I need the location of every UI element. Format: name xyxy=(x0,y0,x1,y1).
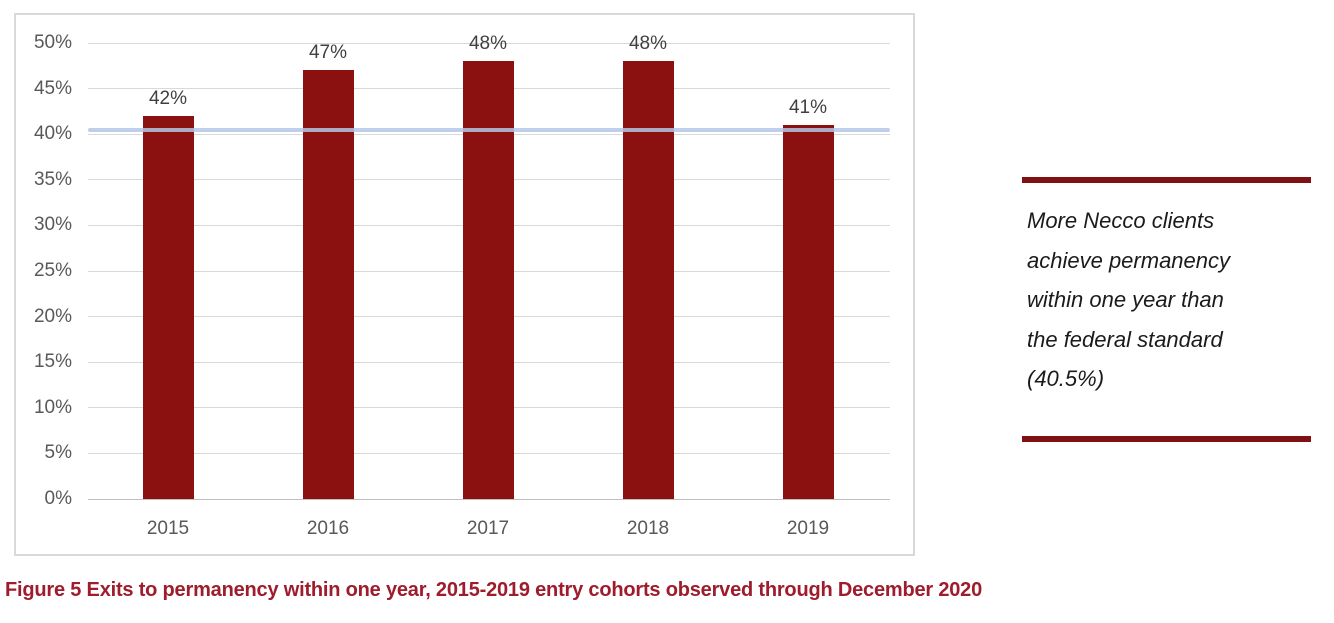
bar-data-label: 41% xyxy=(788,97,828,119)
y-tick-label: 40% xyxy=(33,123,72,145)
y-tick-label: 35% xyxy=(33,168,72,190)
callout-text: More Necco clients achieve permanency with… xyxy=(1027,201,1309,399)
callout-panel: More Necco clients achieve permanency with… xyxy=(1022,177,1311,442)
x-tick-label: 2018 xyxy=(626,518,670,539)
x-tick-label: 2019 xyxy=(786,518,830,539)
y-tick-label: 15% xyxy=(33,351,72,373)
callout-line: (40.5%) xyxy=(1027,366,1105,391)
callout-top-rule xyxy=(1022,177,1311,183)
x-tick-label: 2017 xyxy=(466,518,510,539)
y-tick-label: 10% xyxy=(33,396,72,418)
y-tick-label: 20% xyxy=(33,305,72,327)
x-tick-label: 2015 xyxy=(146,518,190,539)
y-tick-label: 50% xyxy=(33,32,72,53)
bar-data-label: 48% xyxy=(628,33,668,55)
figure-caption: Figure 5 Exits to permanency within one … xyxy=(5,579,983,601)
bar xyxy=(782,125,834,499)
callout-line: achieve permanency xyxy=(1027,247,1231,273)
y-tick-label: 0% xyxy=(44,488,72,509)
gridline xyxy=(88,42,890,44)
bar xyxy=(622,61,674,499)
y-tick-label: 5% xyxy=(44,442,72,464)
x-axis-line xyxy=(88,498,890,500)
bar xyxy=(142,115,194,499)
plot-area: 0% 5% 10% 15% 20% 25% 30% 35% 40% 45% 50% 42% 2015 47… xyxy=(16,15,913,554)
callout-bottom-rule xyxy=(1022,436,1311,442)
bar-data-label: 47% xyxy=(308,42,348,64)
bar xyxy=(302,70,354,499)
bar xyxy=(462,61,514,499)
bar-data-label: 42% xyxy=(148,87,188,109)
bar-chart: 0% 5% 10% 15% 20% 25% 30% 35% 40% 45% 50% 42% 2015 47… xyxy=(14,13,915,556)
y-tick-label: 30% xyxy=(33,214,72,236)
callout-line: within one year than xyxy=(1027,287,1224,312)
reference-line xyxy=(88,127,890,132)
bar-data-label: 48% xyxy=(468,33,508,55)
callout-line: More Necco clients xyxy=(1027,208,1215,233)
callout-line: the federal standard xyxy=(1027,326,1223,352)
x-tick-label: 2016 xyxy=(306,518,350,539)
y-tick-label: 25% xyxy=(33,260,72,281)
y-tick-label: 45% xyxy=(33,77,72,99)
